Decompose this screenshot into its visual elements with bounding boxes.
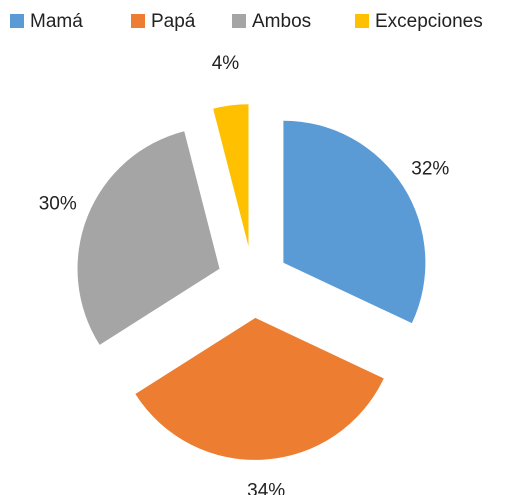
legend-swatch [131, 14, 145, 28]
legend-label: Ambos [252, 11, 311, 32]
pie-slice [283, 120, 426, 324]
data-label: 34% [247, 481, 285, 495]
legend-label: Excepciones [375, 11, 483, 32]
legend-swatch [232, 14, 246, 28]
legend-swatch [10, 14, 24, 28]
legend-swatch [355, 14, 369, 28]
data-label: 32% [411, 158, 449, 179]
pie-slice [213, 104, 249, 247]
pie-slice [135, 317, 384, 460]
pie-slice [77, 131, 220, 345]
legend-label: Mamá [30, 11, 83, 32]
legend-label: Papá [151, 11, 196, 32]
data-label: 30% [39, 194, 77, 215]
data-label: 4% [212, 53, 240, 74]
